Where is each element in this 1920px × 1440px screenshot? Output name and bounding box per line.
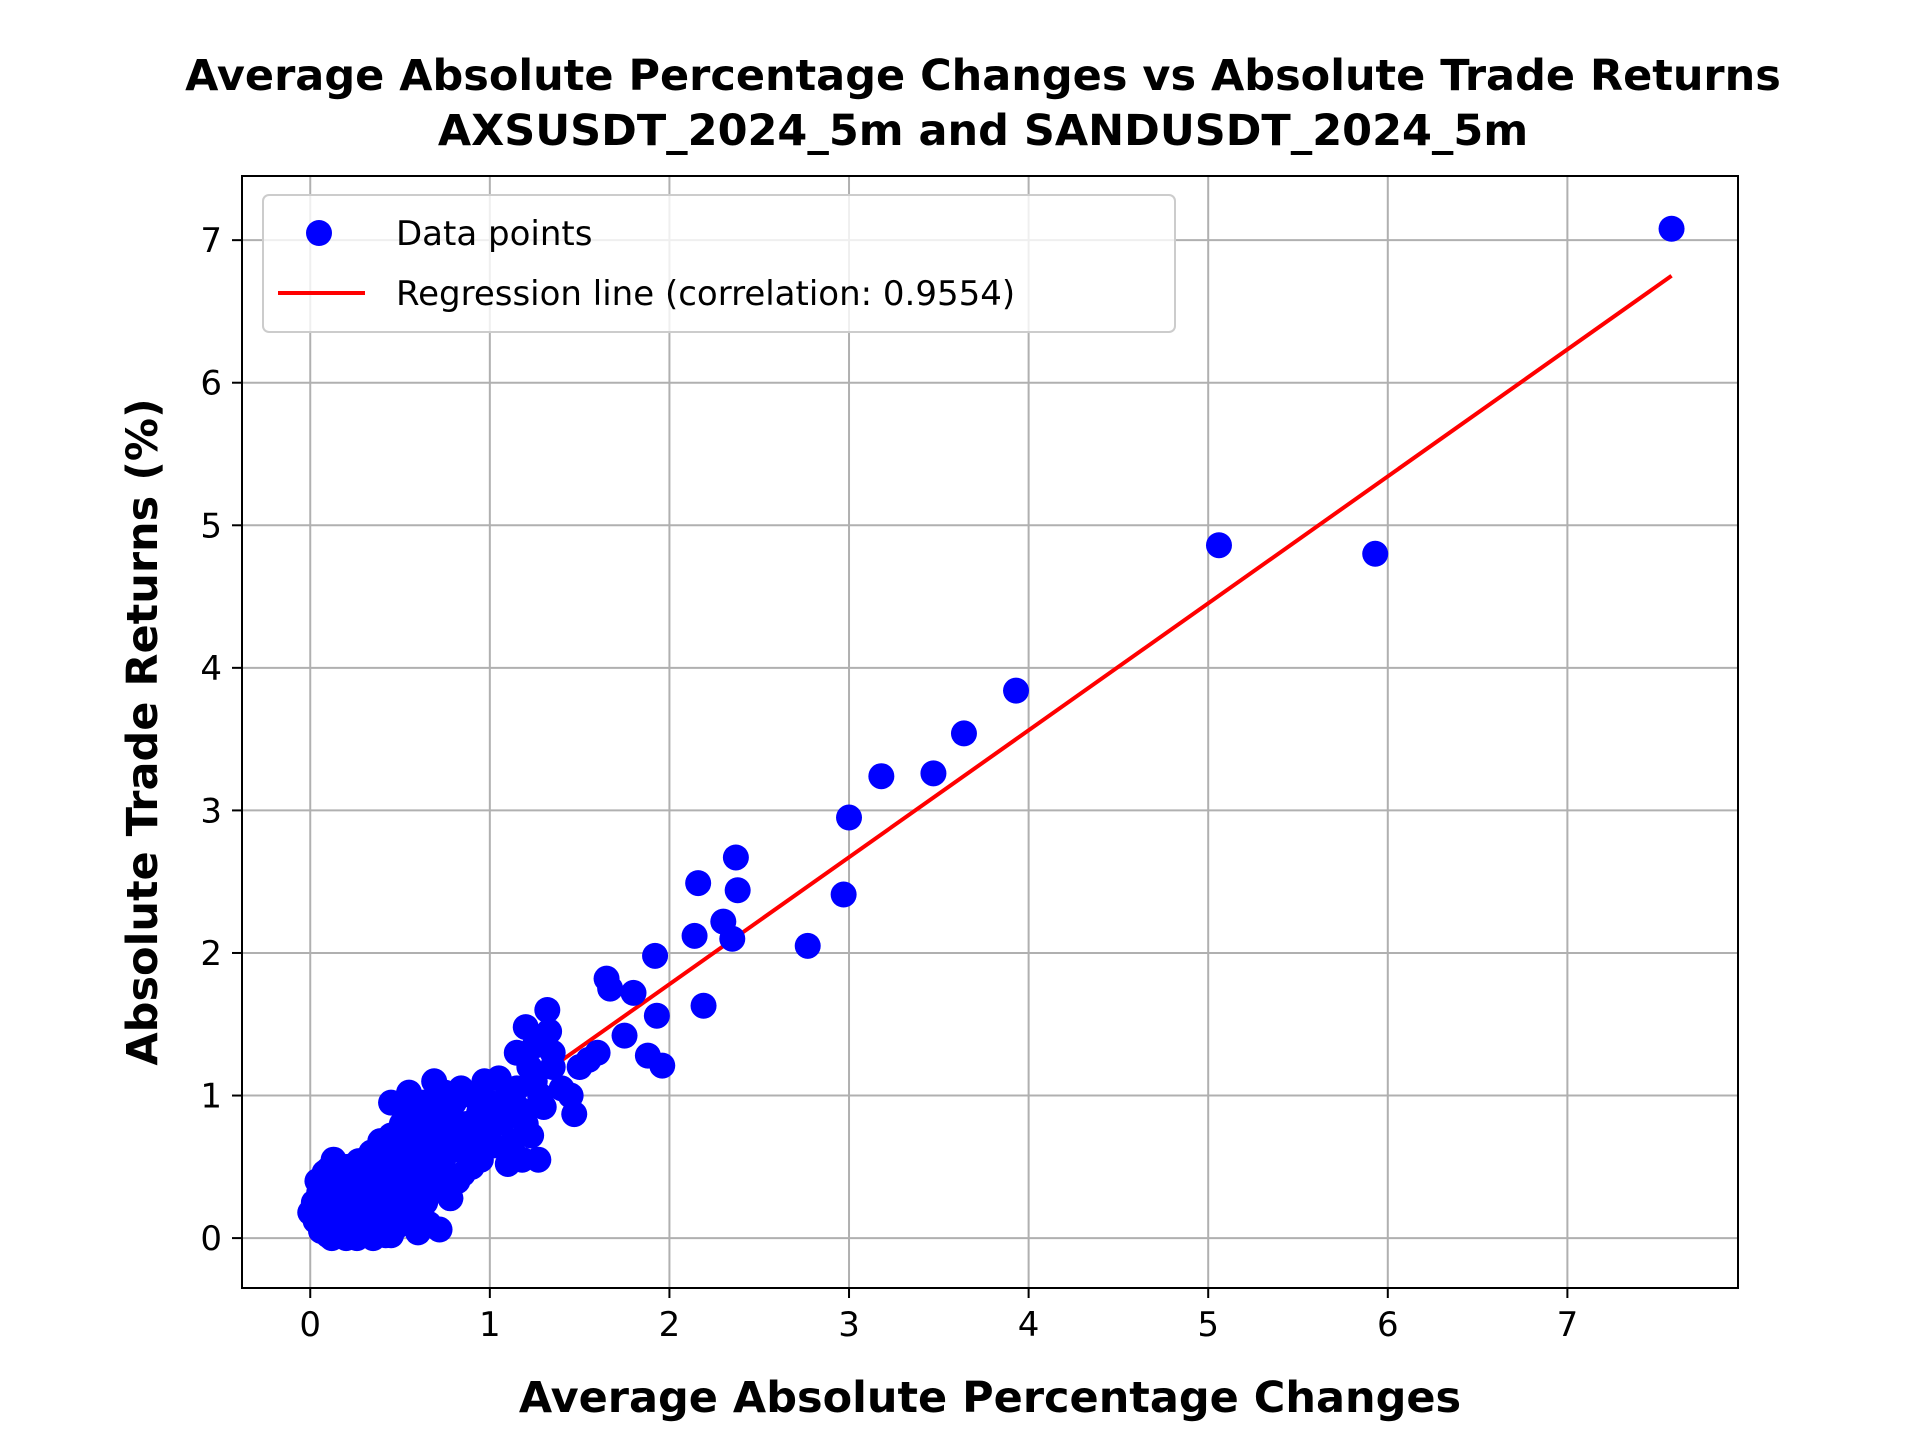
data-point bbox=[437, 1185, 464, 1212]
x-tick-label: 4 bbox=[1018, 1305, 1040, 1345]
data-point bbox=[1003, 677, 1030, 704]
y-tick-label: 1 bbox=[200, 1077, 222, 1117]
data-point bbox=[525, 1146, 552, 1173]
data-points bbox=[297, 215, 1685, 1252]
y-tick-label: 3 bbox=[200, 791, 222, 831]
x-tick-label: 3 bbox=[838, 1305, 860, 1345]
data-point bbox=[724, 877, 751, 904]
legend-label-regression: Regression line (correlation: 0.9554) bbox=[396, 274, 1015, 314]
x-tick-label: 7 bbox=[1557, 1305, 1579, 1345]
data-point bbox=[534, 997, 561, 1023]
data-point bbox=[530, 1093, 557, 1120]
axis-ticks: 0 1 2 3 4 5 6 7 0 1 2 3 4 5 6 7 bbox=[200, 221, 1578, 1345]
data-point bbox=[681, 922, 708, 949]
data-point bbox=[498, 1136, 525, 1163]
data-point bbox=[868, 763, 895, 790]
x-axis-label: Average Absolute Percentage Changes bbox=[519, 1373, 1461, 1423]
data-point bbox=[458, 1153, 485, 1180]
x-tick-label: 0 bbox=[299, 1305, 321, 1345]
data-point bbox=[1362, 540, 1389, 567]
data-point bbox=[1658, 215, 1685, 242]
x-tick-label: 2 bbox=[659, 1305, 681, 1345]
data-point bbox=[561, 1101, 588, 1128]
y-tick-label: 0 bbox=[200, 1219, 222, 1259]
y-tick-label: 6 bbox=[200, 364, 222, 404]
data-point bbox=[437, 1103, 464, 1130]
data-point bbox=[378, 1222, 405, 1249]
y-tick-label: 5 bbox=[200, 506, 222, 546]
y-tick-label: 4 bbox=[200, 649, 222, 689]
data-point bbox=[643, 1002, 670, 1029]
data-point bbox=[719, 925, 746, 952]
x-tick-label: 6 bbox=[1377, 1305, 1399, 1345]
data-point bbox=[539, 1039, 566, 1066]
data-point bbox=[685, 870, 712, 897]
data-point bbox=[413, 1182, 440, 1209]
data-point bbox=[426, 1216, 453, 1243]
y-axis-label: Absolute Trade Returns (%) bbox=[118, 398, 168, 1065]
data-point bbox=[642, 942, 669, 969]
data-point bbox=[794, 932, 821, 959]
data-point bbox=[920, 760, 947, 787]
data-point bbox=[830, 881, 857, 908]
data-point bbox=[536, 1018, 563, 1045]
data-point bbox=[512, 1111, 539, 1138]
data-point bbox=[722, 844, 749, 871]
legend-box bbox=[262, 194, 1176, 333]
data-point bbox=[365, 1159, 392, 1186]
plot-frame bbox=[241, 175, 1739, 1289]
data-point bbox=[408, 1103, 435, 1130]
data-point bbox=[836, 804, 863, 831]
legend: Data points Regression line (correlation… bbox=[262, 194, 1176, 333]
data-point bbox=[649, 1052, 676, 1079]
data-point bbox=[584, 1039, 611, 1066]
data-point bbox=[491, 1089, 518, 1116]
x-tick-label: 1 bbox=[479, 1305, 501, 1345]
data-point bbox=[405, 1219, 431, 1246]
data-point bbox=[383, 1173, 410, 1200]
data-point bbox=[1205, 532, 1232, 559]
data-point bbox=[611, 1022, 638, 1049]
data-point bbox=[431, 1139, 458, 1166]
data-point bbox=[482, 1111, 509, 1138]
y-tick-label: 2 bbox=[200, 934, 222, 974]
data-point bbox=[354, 1179, 381, 1206]
data-point bbox=[451, 1122, 478, 1149]
data-point bbox=[308, 1182, 335, 1209]
chart-subtitle: AXSUSDT_2024_5m and SANDUSDT_2024_5m bbox=[438, 106, 1528, 156]
data-point bbox=[950, 720, 977, 747]
chart-title: Average Absolute Percentage Changes vs A… bbox=[185, 51, 1781, 101]
data-point bbox=[597, 975, 624, 1002]
data-point bbox=[396, 1079, 423, 1106]
data-point bbox=[620, 979, 647, 1006]
legend-label-points: Data points bbox=[396, 214, 592, 254]
legend-marker-points bbox=[306, 220, 332, 246]
x-tick-label: 5 bbox=[1197, 1305, 1219, 1345]
y-tick-label: 7 bbox=[200, 221, 222, 261]
data-point bbox=[690, 992, 717, 1019]
